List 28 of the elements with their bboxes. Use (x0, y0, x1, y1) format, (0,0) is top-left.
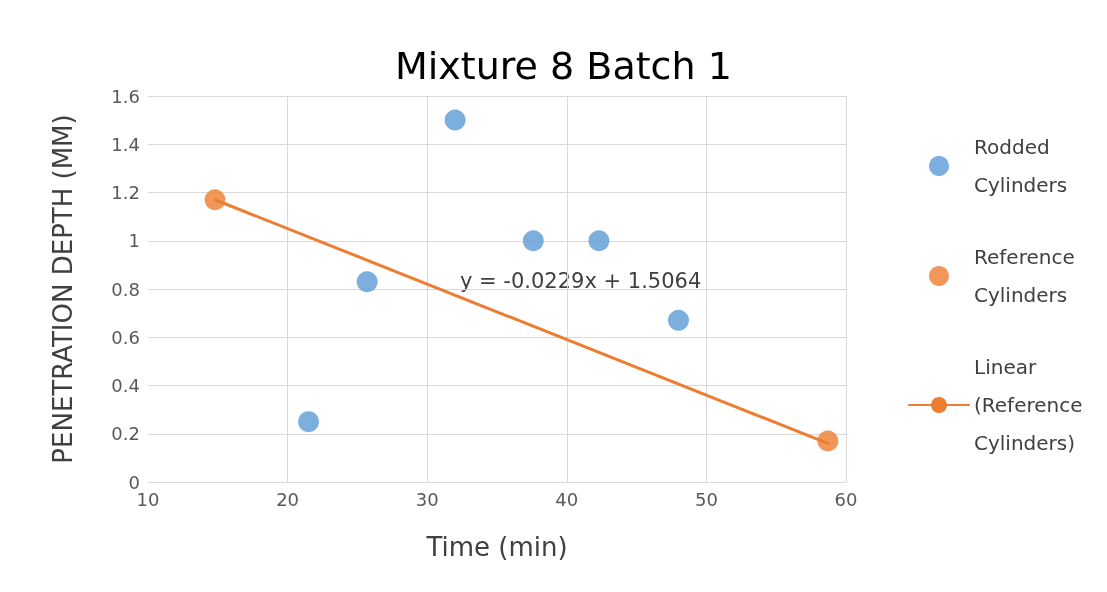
point (522, 230, 544, 252)
point (817, 430, 839, 452)
annotation: y = -0.0229x + 1.5064 (460, 268, 702, 293)
x-tick-label: 60 (834, 488, 858, 510)
legend-label: Rodded Cylinders (974, 135, 1068, 197)
y-axis-title: PENETRATION DEPTH (MM) (48, 114, 78, 464)
y-tick-label: 1.2 (111, 182, 140, 203)
x-tick-label: 20 (276, 488, 300, 510)
y-tick-label: 0.2 (111, 423, 140, 445)
point (356, 271, 378, 293)
y-tick-label: 1.6 (111, 85, 140, 107)
chart-title: Mixture 8 Batch 1 (395, 44, 732, 88)
y-tick-label: 0.6 (111, 326, 140, 348)
point (588, 230, 610, 252)
point (668, 309, 689, 331)
y-tick-label: 0.4 (111, 375, 140, 396)
legend-label: Reference Cylinders (974, 245, 1082, 307)
x-tick-label: 30 (415, 488, 439, 510)
point (204, 189, 226, 211)
legend-label: Linear (Reference Cylinders) (974, 355, 1089, 455)
x-axis-title: Time (min) (425, 532, 568, 562)
y-tick-label: 1 (128, 230, 140, 252)
point (444, 109, 466, 131)
y-tick-label: 0.8 (111, 278, 140, 300)
y-tick-label: 1.4 (111, 133, 140, 155)
x-tick-label: 50 (694, 488, 718, 510)
point (298, 411, 320, 433)
x-tick-label: 40 (555, 488, 579, 510)
